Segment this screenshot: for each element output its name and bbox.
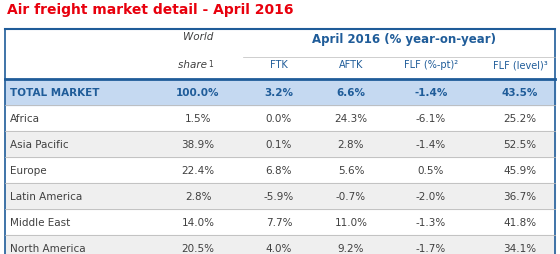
- Text: 11.0%: 11.0%: [334, 218, 367, 228]
- Text: -1.7%: -1.7%: [416, 244, 446, 254]
- Text: 7.7%: 7.7%: [266, 218, 292, 228]
- Text: 3.2%: 3.2%: [264, 88, 293, 98]
- Text: 25.2%: 25.2%: [503, 114, 536, 124]
- Text: Africa: Africa: [10, 114, 40, 124]
- Text: 20.5%: 20.5%: [181, 244, 214, 254]
- Text: AFTK: AFTK: [339, 60, 363, 70]
- Text: 24.3%: 24.3%: [334, 114, 367, 124]
- Text: 52.5%: 52.5%: [503, 140, 536, 150]
- Text: Latin America: Latin America: [10, 192, 82, 202]
- Text: 14.0%: 14.0%: [181, 218, 214, 228]
- Text: World: World: [183, 32, 213, 42]
- Text: 5.6%: 5.6%: [338, 166, 364, 176]
- Text: 100.0%: 100.0%: [176, 88, 220, 98]
- Text: 2.8%: 2.8%: [338, 140, 364, 150]
- Text: 41.8%: 41.8%: [503, 218, 536, 228]
- Text: -1.4%: -1.4%: [416, 140, 446, 150]
- Text: 6.8%: 6.8%: [266, 166, 292, 176]
- Text: 38.9%: 38.9%: [181, 140, 214, 150]
- Text: FTK: FTK: [270, 60, 288, 70]
- Text: 43.5%: 43.5%: [502, 88, 538, 98]
- Text: 1: 1: [208, 60, 213, 69]
- Text: April 2016 (% year-on-year): April 2016 (% year-on-year): [312, 33, 496, 46]
- Text: 6.6%: 6.6%: [337, 88, 366, 98]
- Text: North America: North America: [10, 244, 86, 254]
- Text: -6.1%: -6.1%: [416, 114, 446, 124]
- Text: 22.4%: 22.4%: [181, 166, 214, 176]
- Text: -1.3%: -1.3%: [416, 218, 446, 228]
- Text: Europe: Europe: [10, 166, 46, 176]
- Text: 1.5%: 1.5%: [185, 114, 211, 124]
- Text: 9.2%: 9.2%: [338, 244, 364, 254]
- Text: TOTAL MARKET: TOTAL MARKET: [10, 88, 100, 98]
- Text: 34.1%: 34.1%: [503, 244, 536, 254]
- Text: -1.4%: -1.4%: [414, 88, 447, 98]
- Text: 4.0%: 4.0%: [266, 244, 292, 254]
- Text: FLF (level)³: FLF (level)³: [493, 60, 547, 70]
- Text: -0.7%: -0.7%: [336, 192, 366, 202]
- Text: Asia Pacific: Asia Pacific: [10, 140, 69, 150]
- Text: 36.7%: 36.7%: [503, 192, 536, 202]
- Text: share: share: [178, 60, 210, 70]
- Text: FLF (%-pt)²: FLF (%-pt)²: [404, 60, 458, 70]
- Text: -5.9%: -5.9%: [264, 192, 294, 202]
- Text: Air freight market detail - April 2016: Air freight market detail - April 2016: [7, 3, 293, 17]
- Text: Middle East: Middle East: [10, 218, 70, 228]
- Text: 0.0%: 0.0%: [266, 114, 292, 124]
- Text: 2.8%: 2.8%: [185, 192, 211, 202]
- Text: 45.9%: 45.9%: [503, 166, 536, 176]
- Text: -2.0%: -2.0%: [416, 192, 446, 202]
- Text: 0.1%: 0.1%: [266, 140, 292, 150]
- Text: 0.5%: 0.5%: [418, 166, 444, 176]
